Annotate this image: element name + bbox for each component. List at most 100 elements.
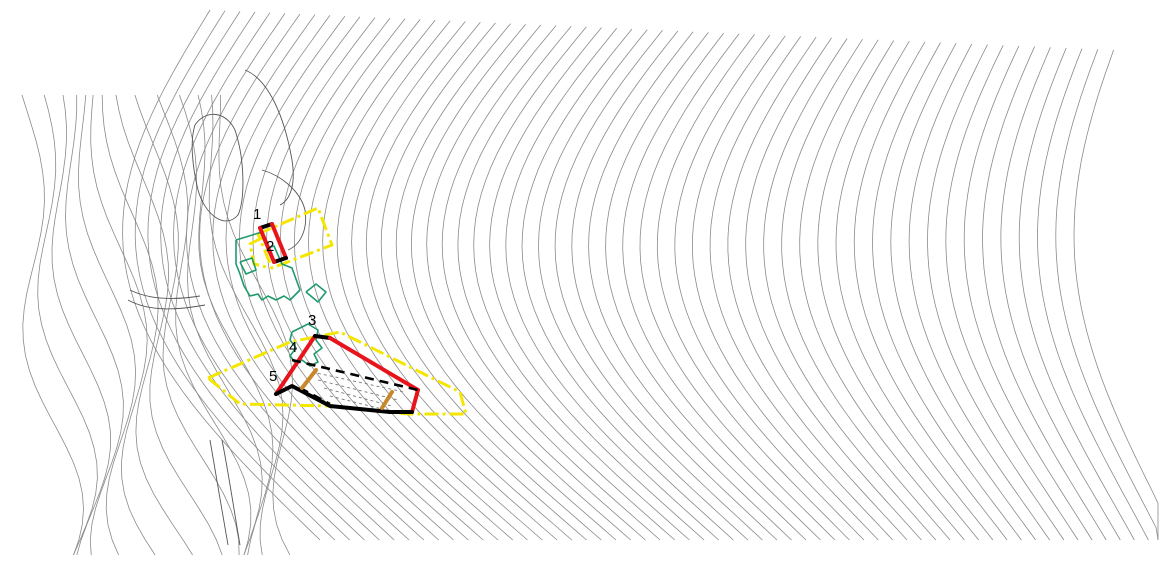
contour-line [365,21,587,541]
contour-line [727,36,908,541]
contour-line [186,13,395,541]
contour-line [134,10,336,541]
structure-north [258,222,288,264]
contour-line [571,30,778,541]
structure-north-top [258,222,274,230]
contour-line [605,32,807,541]
structure-south-dashed-diagonal [291,358,419,392]
stair-east [380,390,394,410]
yellow-boundary-south [207,330,468,416]
west-contour-line [218,94,293,556]
yellow-boundary-north-inner [248,236,271,270]
point-label-1: 1 [253,206,261,223]
yellow-boundary-south-line [207,330,468,416]
contour-line [639,33,836,541]
contour-line [781,38,951,541]
green-building-north-outline [235,231,301,301]
contour-line [1073,49,1159,540]
contour-line [252,16,469,541]
contour-line [890,43,1036,541]
contour-line [622,32,821,541]
contour-line [279,17,499,541]
point-label-2: 2 [266,238,274,255]
contour-line [982,46,1107,541]
contour-line [835,40,994,541]
contour-line [745,37,922,541]
contour-line [505,28,719,541]
structure-south-top [313,334,332,340]
west-contour-line [179,94,263,556]
contour-line [817,40,980,541]
west-contour-line [51,94,111,556]
west-contour-line [156,94,252,556]
west-contour-line [78,94,137,556]
contour-line [410,23,631,541]
contour-line [426,24,646,541]
point-label-4: 4 [289,339,297,356]
west-contour-line [134,94,240,556]
point-label-5: 5 [269,368,277,385]
terrain-features [127,69,307,546]
structure-south-bottom [274,384,392,414]
contour-line [763,38,937,541]
structure-south-north-edge [328,336,420,392]
contour-line [691,35,879,541]
contour-line [212,14,425,541]
contour-line [293,18,514,541]
point-labels: 1 2 3 4 5 [253,206,316,385]
west-contour-line [37,94,98,556]
contour-line [238,15,454,541]
contour-line [588,31,792,541]
structure-south [274,334,420,414]
contour-line [656,34,850,541]
contour-line [308,19,528,541]
contour-line [122,9,321,541]
contour-line [473,26,690,541]
yellow-boundary-north-line [256,206,334,270]
contour-line [538,29,749,541]
contour-line [225,15,439,541]
contour-line [963,45,1093,541]
west-contour-line [101,94,193,556]
west-contour-line [115,94,223,556]
point-label-3: 3 [308,312,316,329]
contour-line [927,44,1065,541]
contour-line [674,34,865,541]
green-building-north [235,231,327,303]
contour-line [173,12,380,541]
contour-line [266,17,484,541]
contour-lines [122,9,1159,541]
contour-line [554,30,763,541]
contour-line [160,11,365,541]
west-contour-line [65,95,124,556]
west-contour-line [21,94,84,556]
contour-line [872,42,1022,541]
structure-north-east [270,222,288,260]
yellow-boundary-north [248,206,334,270]
structure-south-dashed-lower [299,386,331,406]
contour-line [1055,49,1159,541]
contour-line [1000,47,1121,541]
contour-line [380,22,602,541]
contour-line [336,20,558,541]
stair-west [300,368,318,390]
structure-north-bottom [272,256,288,264]
west-contour-line [208,94,284,556]
structure-south-west-edge [274,334,317,396]
structure-south-east-edge [410,388,420,414]
contour-line [147,11,350,541]
contour-line [441,25,661,541]
contour-line [709,36,893,541]
contour-line [908,43,1051,541]
contour-line [1018,47,1135,541]
contour-line [521,28,734,541]
west-contour-line [90,94,156,556]
contour-line [351,21,573,541]
contour-line [1037,48,1149,541]
contour-line [799,39,965,541]
west-contour-line [197,94,274,556]
contour-line [199,13,410,541]
contour-line [395,23,617,541]
